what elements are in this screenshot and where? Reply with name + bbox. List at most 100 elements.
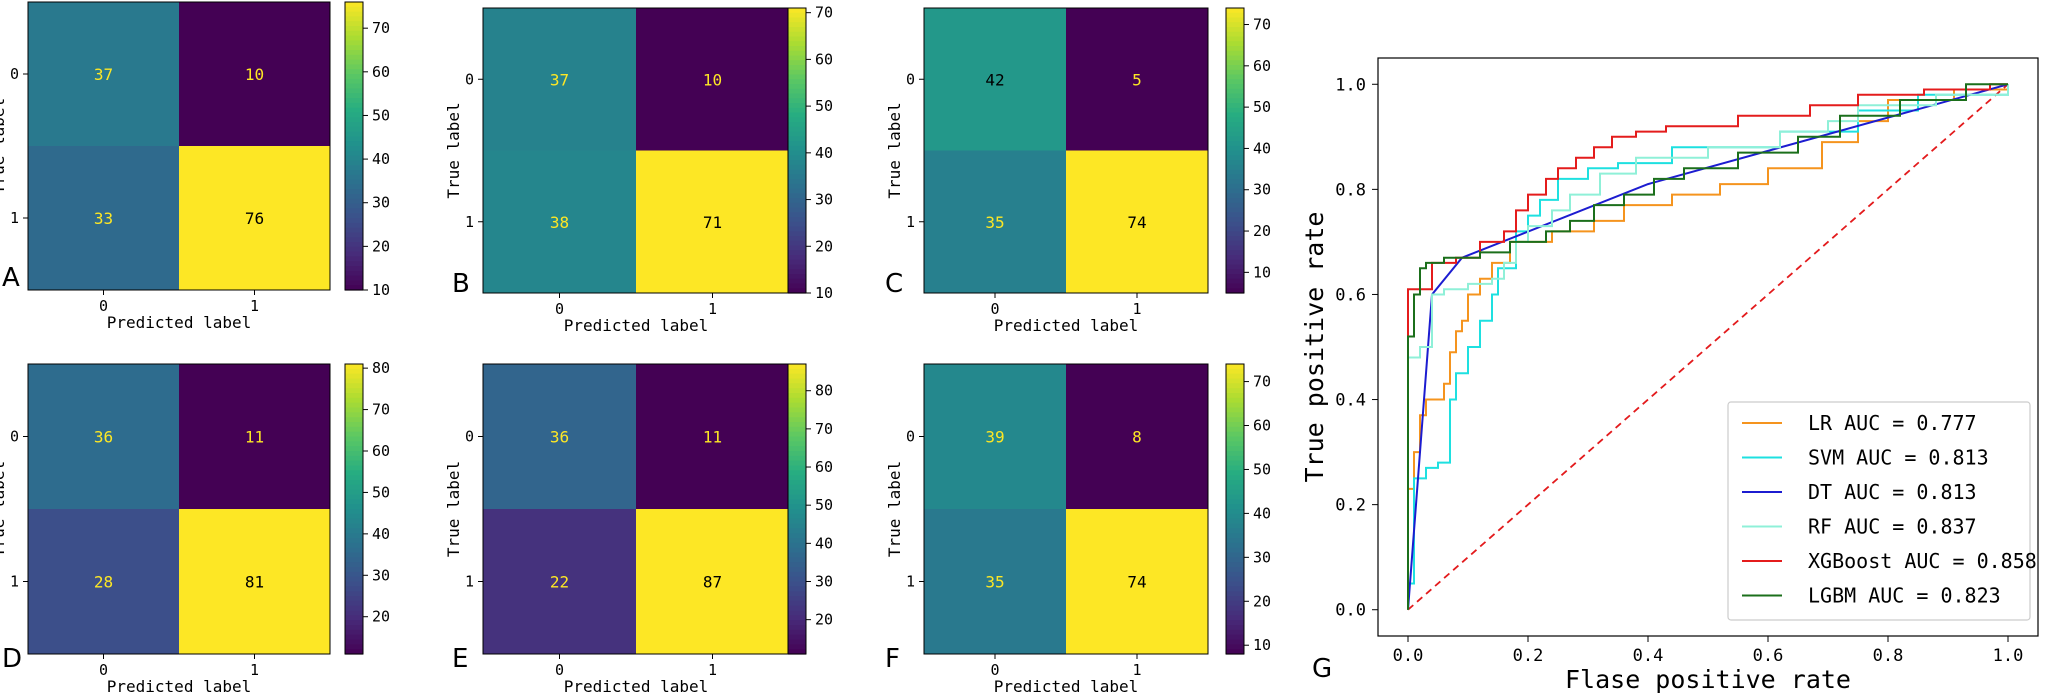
matrix-cell bbox=[28, 2, 179, 146]
colorbar-segment bbox=[1226, 649, 1244, 655]
colorbar-segment bbox=[788, 183, 806, 190]
colorbar-segment bbox=[345, 83, 363, 89]
y-axis-label: True label bbox=[885, 461, 904, 557]
colorbar-tick-label: 20 bbox=[815, 237, 833, 255]
colorbar-segment bbox=[788, 494, 806, 500]
colorbar-segment bbox=[345, 141, 363, 147]
cell-value-label: 10 bbox=[703, 70, 722, 89]
colorbar-segment bbox=[345, 280, 363, 286]
colorbar-segment bbox=[345, 562, 363, 568]
x-tick-label: 1 bbox=[1132, 300, 1141, 318]
y-tick-label: 1 bbox=[10, 209, 19, 227]
colorbar-segment bbox=[1226, 174, 1244, 180]
colorbar-segment bbox=[345, 112, 363, 118]
x-tick-label: 0 bbox=[99, 661, 108, 679]
colorbar-segment bbox=[345, 586, 363, 592]
colorbar-segment bbox=[788, 504, 806, 510]
cell-value-label: 8 bbox=[1132, 428, 1142, 447]
x-tick-label: 1 bbox=[1132, 661, 1141, 679]
colorbar-segment bbox=[345, 222, 363, 229]
cell-value-label: 11 bbox=[703, 428, 722, 447]
colorbar-segment bbox=[1226, 373, 1244, 380]
colorbar-segment bbox=[1226, 596, 1244, 602]
matrix-cell bbox=[636, 364, 789, 509]
colorbar-segment bbox=[345, 393, 363, 399]
matrix-cell bbox=[179, 2, 330, 146]
colorbar-segment bbox=[1226, 518, 1244, 525]
colorbar-segment bbox=[345, 261, 363, 267]
colorbar-segment bbox=[1226, 547, 1244, 554]
panel-letter: C bbox=[885, 269, 903, 299]
colorbar-segment bbox=[1226, 383, 1244, 389]
colorbar-segment bbox=[788, 547, 806, 554]
colorbar-segment bbox=[788, 55, 806, 61]
colorbar-segment bbox=[788, 231, 806, 237]
colorbar: 10 20 30 40 50 60 70 bbox=[344, 1, 390, 299]
colorbar-segment bbox=[345, 174, 363, 181]
colorbar-segment bbox=[345, 518, 363, 525]
colorbar-tick-label: 20 bbox=[372, 237, 390, 255]
colorbar-segment bbox=[788, 470, 806, 476]
colorbar-tick-label: 80 bbox=[372, 359, 390, 377]
colorbar-segment bbox=[345, 484, 363, 491]
colorbar-tick-label: 60 bbox=[815, 50, 833, 68]
y-axis-label: True label bbox=[444, 461, 463, 557]
colorbar-segment bbox=[1226, 74, 1244, 80]
colorbar-segment bbox=[345, 455, 363, 462]
colorbar-tick-label: 60 bbox=[372, 63, 390, 81]
colorbar-segment bbox=[1226, 231, 1244, 237]
colorbar-segment bbox=[788, 571, 806, 578]
colorbar-segment bbox=[345, 538, 363, 544]
colorbar-segment bbox=[1226, 207, 1244, 213]
colorbar-segment bbox=[1226, 226, 1244, 232]
colorbar-segment bbox=[345, 170, 363, 176]
matrix-cell bbox=[179, 364, 330, 509]
colorbar-segment bbox=[788, 255, 806, 261]
legend-label-xgboost: XGBoost AUC = 0.858 bbox=[1808, 549, 2037, 573]
colorbar-tick-label: 70 bbox=[372, 401, 390, 419]
colorbar-tick-label: 60 bbox=[372, 442, 390, 460]
colorbar-segment bbox=[788, 639, 806, 645]
colorbar-segment bbox=[788, 620, 806, 626]
colorbar-segment bbox=[345, 88, 363, 94]
matrix-cell bbox=[636, 150, 789, 293]
colorbar-segment bbox=[788, 422, 806, 428]
colorbar-segment bbox=[345, 596, 363, 602]
colorbar-segment bbox=[788, 8, 806, 14]
colorbar-segment bbox=[345, 69, 363, 75]
colorbar-segment bbox=[345, 251, 363, 257]
reference-diagonal-line bbox=[1407, 83, 2009, 611]
colorbar-tick-label: 10 bbox=[1253, 636, 1271, 654]
colorbar-segment bbox=[345, 480, 363, 486]
colorbar-segment bbox=[788, 126, 806, 133]
colorbar-segment bbox=[788, 581, 806, 587]
colorbar-segment bbox=[788, 649, 806, 655]
colorbar-segment bbox=[1226, 523, 1244, 529]
colorbar-segment bbox=[1226, 269, 1244, 275]
colorbar-segment bbox=[345, 198, 363, 205]
y-axis-label: True label bbox=[0, 461, 8, 557]
colorbar-segment bbox=[788, 36, 806, 42]
cell-value-label: 81 bbox=[245, 573, 264, 592]
colorbar-segment bbox=[788, 169, 806, 175]
colorbar-segment bbox=[788, 397, 806, 404]
colorbar-segment bbox=[1226, 98, 1244, 104]
colorbar-segment bbox=[788, 69, 806, 76]
colorbar-segment bbox=[345, 21, 363, 27]
colorbar-segment bbox=[345, 402, 363, 409]
colorbar-segment bbox=[1226, 557, 1244, 563]
colorbar-segment bbox=[345, 451, 363, 457]
colorbar-segment bbox=[1226, 212, 1244, 218]
colorbar-segment bbox=[345, 504, 363, 510]
colorbar-segment bbox=[345, 557, 363, 563]
colorbar-frame bbox=[787, 7, 807, 294]
y-tick-label: 0.8 bbox=[1335, 180, 1366, 200]
legend-label-rf: RF AUC = 0.837 bbox=[1808, 515, 1977, 539]
colorbar-segment bbox=[345, 364, 363, 370]
colorbar-segment bbox=[788, 207, 806, 213]
colorbar-segment bbox=[788, 155, 806, 161]
colorbar-segment bbox=[345, 547, 363, 554]
